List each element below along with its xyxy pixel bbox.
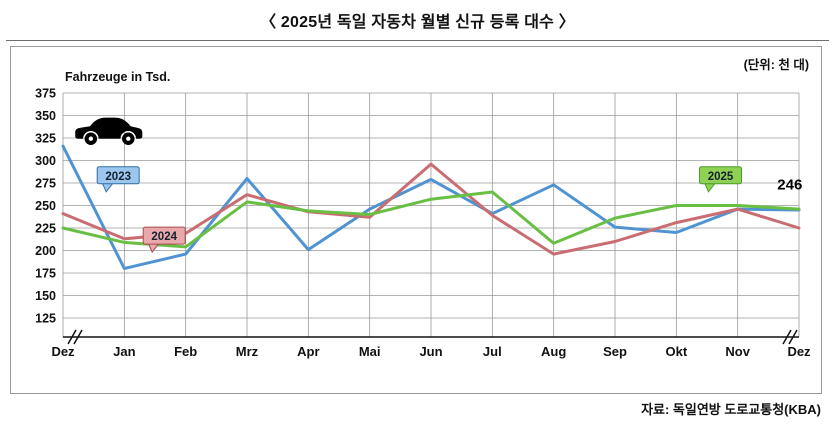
- series-line-2023: [61, 144, 801, 270]
- grid: [62, 92, 800, 337]
- series-label-2023: 2023: [96, 166, 140, 193]
- unit-note: (단위: 천 대): [743, 58, 809, 72]
- svg-text:Sep: Sep: [603, 344, 627, 359]
- source-note: 자료: 독일연방 도로교통청(KBA): [641, 402, 821, 417]
- axis-break-icon: [782, 329, 798, 345]
- page-header: 〈 2025년 독일 자동차 월별 신규 등록 대수 〉: [6, 0, 829, 41]
- page-title: 〈 2025년 독일 자동차 월별 신규 등록 대수 〉: [260, 14, 575, 31]
- y-axis-title: Fahrzeuge in Tsd.: [65, 70, 170, 84]
- axis-break-icon: [67, 329, 83, 345]
- svg-text:125: 125: [35, 312, 56, 326]
- svg-text:Jul: Jul: [483, 344, 502, 359]
- svg-text:200: 200: [35, 244, 56, 258]
- series-label-2025: 2025: [698, 166, 742, 193]
- car-icon: [75, 117, 143, 145]
- svg-text:250: 250: [35, 199, 56, 213]
- series-line-2025: [61, 190, 801, 249]
- value-annotation: 246: [777, 176, 802, 193]
- svg-text:300: 300: [35, 154, 56, 168]
- series-label-2024: 2024: [142, 226, 186, 254]
- svg-text:Okt: Okt: [665, 344, 687, 359]
- svg-text:Mrz: Mrz: [236, 344, 259, 359]
- svg-text:Nov: Nov: [725, 344, 750, 359]
- svg-text:Dez: Dez: [787, 344, 811, 359]
- svg-text:Dez: Dez: [51, 344, 75, 359]
- svg-text:350: 350: [35, 109, 56, 123]
- svg-text:Feb: Feb: [174, 344, 197, 359]
- line-chart: 125 150 175 200 225 250 275 300 325 350 375 Dez Jan F…: [35, 70, 811, 359]
- svg-text:225: 225: [35, 222, 56, 236]
- svg-text:Apr: Apr: [297, 344, 319, 359]
- svg-text:2025: 2025: [708, 171, 734, 183]
- svg-text:375: 375: [35, 87, 56, 101]
- chart-panel: 125 150 175 200 225 250 275 300 325 350 375 Dez Jan F…: [10, 46, 822, 394]
- x-axis-labels: Dez Jan Feb Mrz Apr Mai Jun Jul Aug Sep Okt Nov Dez: [51, 344, 811, 359]
- y-axis-labels: 125 150 175 200 225 250 275 300 325 350 375: [35, 87, 56, 326]
- svg-text:275: 275: [35, 177, 56, 191]
- svg-text:2023: 2023: [105, 171, 131, 183]
- svg-text:Jan: Jan: [113, 344, 135, 359]
- svg-text:325: 325: [35, 132, 56, 146]
- svg-text:150: 150: [35, 289, 56, 303]
- svg-text:Aug: Aug: [541, 344, 566, 359]
- svg-text:175: 175: [35, 267, 56, 281]
- svg-text:Mai: Mai: [359, 344, 381, 359]
- svg-text:Jun: Jun: [419, 344, 442, 359]
- svg-text:2024: 2024: [151, 231, 177, 243]
